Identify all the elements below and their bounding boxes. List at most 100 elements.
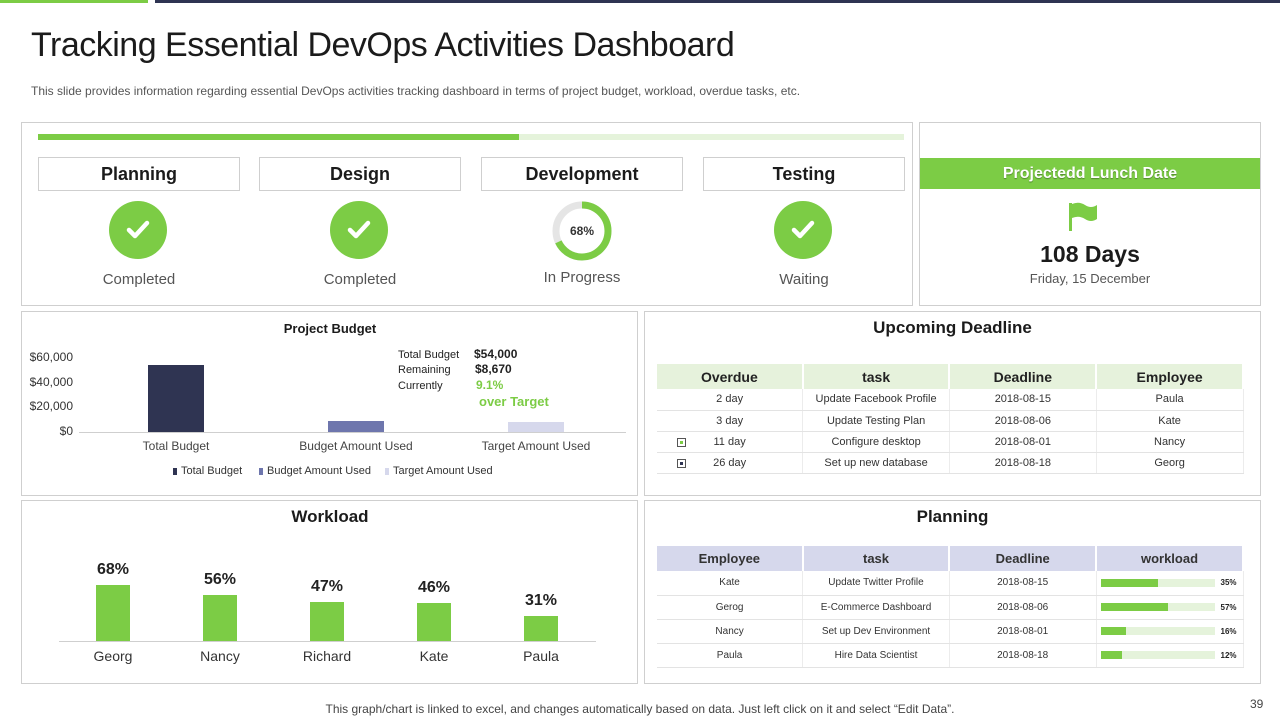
task-cell: Set up Dev Environment: [802, 619, 950, 644]
employee-cell: Georg: [1096, 452, 1244, 474]
workload-percent: 57%: [1220, 602, 1237, 612]
legend-item: Budget Amount Used: [259, 465, 371, 477]
workload-bar: [524, 615, 558, 641]
table-row: 11 day Configure desktop 2018-08-01 Nancy: [657, 431, 1244, 453]
page-number: 39: [1250, 697, 1264, 711]
column-header: Employee: [1096, 364, 1244, 389]
planning-panel: Planning Employee task Deadline workload…: [644, 500, 1261, 684]
summary-label: Total Budget: [398, 349, 460, 361]
workload-progress-fill: [1100, 627, 1126, 635]
stage-icon-wrap: [330, 201, 390, 261]
workload-progress-bar: [1100, 627, 1215, 635]
planning-table: Employee task Deadline workload Kate Upda…: [657, 546, 1244, 668]
launch-date-panel: Projectedd Lunch Date 108 Days Friday, 1…: [919, 122, 1261, 306]
table-header-row: Employee task Deadline workload: [657, 546, 1244, 571]
overdue-cell: 2 day: [657, 389, 804, 411]
workload-name-label: Georg: [93, 648, 133, 664]
overdue-text: 11 day: [713, 435, 746, 448]
workload-progress-fill: [1100, 603, 1168, 611]
table-row: Nancy Set up Dev Environment 2018-08-01 16%: [657, 619, 1244, 644]
workload-value-label: 46%: [417, 579, 451, 597]
deadline-cell: 2018-08-18: [949, 452, 1097, 474]
progress-ring-icon: 68%: [552, 201, 612, 261]
task-cell: E-Commerce Dashboard: [802, 595, 950, 620]
workload-bar: [203, 595, 237, 641]
workload-cell: 35%: [1096, 571, 1244, 596]
x-axis-line: [59, 641, 596, 642]
workload-value-label: 68%: [96, 561, 130, 579]
stage-testing: Testing Waiting: [703, 157, 905, 288]
column-header: Deadline: [949, 364, 1098, 389]
summary-label: Remaining: [398, 364, 451, 376]
stage-development: Development 68% In Progress: [481, 157, 683, 286]
x-category-label: Budget Amount Used: [299, 439, 413, 453]
workload-bar-wrap: 57%: [1097, 603, 1243, 612]
workload-bar-wrap: 16%: [1097, 627, 1243, 636]
top-divider-bar: [155, 0, 1280, 3]
workload-value-label: 56%: [203, 571, 237, 589]
workload-cell: 16%: [1096, 619, 1244, 644]
legend-swatch: [173, 467, 177, 475]
deadline-cell: 2018-08-06: [949, 595, 1097, 620]
deadline-title: Upcoming Deadline: [873, 318, 1032, 337]
workload-progress-fill: [1100, 651, 1123, 659]
workload-name-label: Richard: [302, 648, 352, 664]
deadline-cell: 2018-08-15: [949, 571, 1097, 596]
column-header: Employee: [657, 546, 804, 571]
x-axis-line: [79, 432, 626, 433]
budget-bar: [508, 422, 564, 432]
check-icon: [330, 201, 388, 259]
stage-name: Design: [259, 157, 461, 191]
planning-title: Planning: [916, 507, 989, 526]
employee-cell: Kate: [657, 571, 804, 596]
table-row: 26 day Set up new database 2018-08-18 Georg: [657, 452, 1244, 474]
table-header-row: Overdue task Deadline Employee: [657, 364, 1244, 389]
column-header: task: [802, 364, 951, 389]
workload-title: Workload: [291, 507, 369, 526]
workload-value-label: 47%: [310, 578, 344, 596]
budget-panel: Project Budget $60,000 $40,000 $20,000 $0 To…: [21, 311, 638, 496]
check-icon: [774, 201, 832, 259]
budget-bar: [148, 365, 204, 432]
workload-bar: [417, 603, 451, 641]
workload-percent: 12%: [1220, 650, 1237, 660]
workload-cell: 12%: [1096, 643, 1244, 668]
stage-icon-wrap: [774, 201, 834, 261]
table-row: Gerog E-Commerce Dashboard 2018-08-06 57%: [657, 595, 1244, 620]
deadline-table: Overdue task Deadline Employee 2 day Upda…: [657, 364, 1244, 474]
workload-percent: 16%: [1220, 626, 1237, 636]
workload-name-label: Kate: [419, 648, 449, 664]
workload-panel: Workload 68% Georg 56% Nancy 47% Richard 46% Ka…: [21, 500, 638, 684]
employee-cell: Gerog: [657, 595, 804, 620]
top-accent-bar: [0, 0, 148, 3]
workload-progress-bar: [1100, 578, 1215, 587]
overdue-cell: 3 day: [657, 410, 804, 432]
y-tick-label: $20,000: [29, 399, 73, 414]
flag-icon: [1069, 202, 1097, 231]
legend-item: Target Amount Used: [385, 465, 493, 477]
budget-title: Project Budget: [283, 321, 377, 336]
target-note: over Target: [479, 394, 549, 409]
stage-design: Design Completed: [259, 157, 461, 288]
workload-percent: 35%: [1220, 578, 1237, 588]
summary-value: $54,000: [474, 347, 518, 361]
workload-bar-wrap: 35%: [1097, 578, 1243, 587]
overdue-text: 2 day: [716, 393, 744, 406]
deadline-cell: 2018-08-15: [949, 389, 1097, 411]
stage-name: Testing: [703, 157, 905, 191]
x-category-label: Target Amount Used: [481, 439, 591, 453]
overall-progress-bar: [38, 134, 904, 140]
table-row: 3 day Update Testing Plan 2018-08-06 Kate: [657, 410, 1244, 432]
launch-date-title: Projectedd Lunch Date: [920, 158, 1260, 189]
legend-label: Budget Amount Used: [267, 465, 371, 477]
workload-name-label: Paula: [523, 648, 559, 664]
deadline-panel: Upcoming Deadline Overdue task Deadline …: [644, 311, 1261, 496]
budget-bar: [328, 421, 384, 432]
table-row: Kate Update Twitter Profile 2018-08-15 35%: [657, 571, 1244, 596]
workload-bar-wrap: 12%: [1097, 651, 1243, 660]
stage-icon-wrap: [109, 201, 169, 261]
stage-status: Completed: [102, 271, 176, 288]
stage-status: In Progress: [543, 269, 621, 286]
workload-bar: [96, 585, 130, 641]
column-header: task: [802, 546, 951, 571]
